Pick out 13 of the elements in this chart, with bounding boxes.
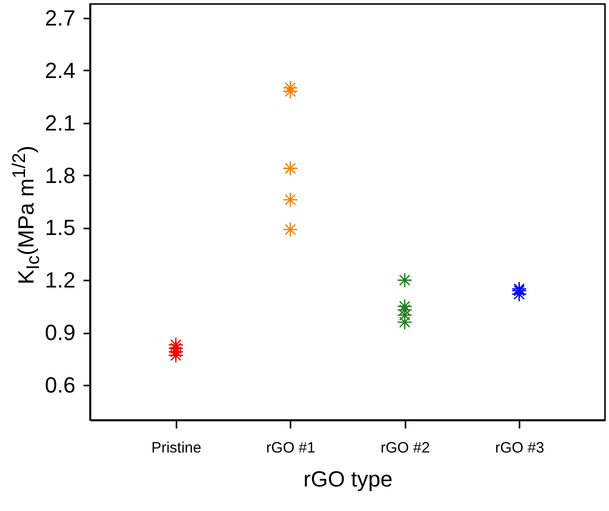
x-tick-label: rGO #3: [495, 440, 544, 456]
y-tick-label: 0.9: [44, 320, 76, 346]
y-tick-label: 2.1: [44, 110, 76, 136]
x-tick-label: rGO #1: [266, 440, 316, 456]
x-axis-title: rGO type: [303, 466, 393, 492]
y-tick-label: 1.5: [44, 215, 76, 240]
y-tick-label: 1.8: [44, 162, 76, 188]
y-tick-label: 2.4: [44, 58, 76, 83]
y-tick-label: 0.6: [44, 372, 76, 398]
x-tick-label: Pristine: [151, 440, 202, 456]
y-tick-label: 2.7: [44, 5, 76, 30]
x-tick-label: rGO #2: [380, 440, 430, 456]
y-tick-label: 1.2: [44, 268, 76, 293]
